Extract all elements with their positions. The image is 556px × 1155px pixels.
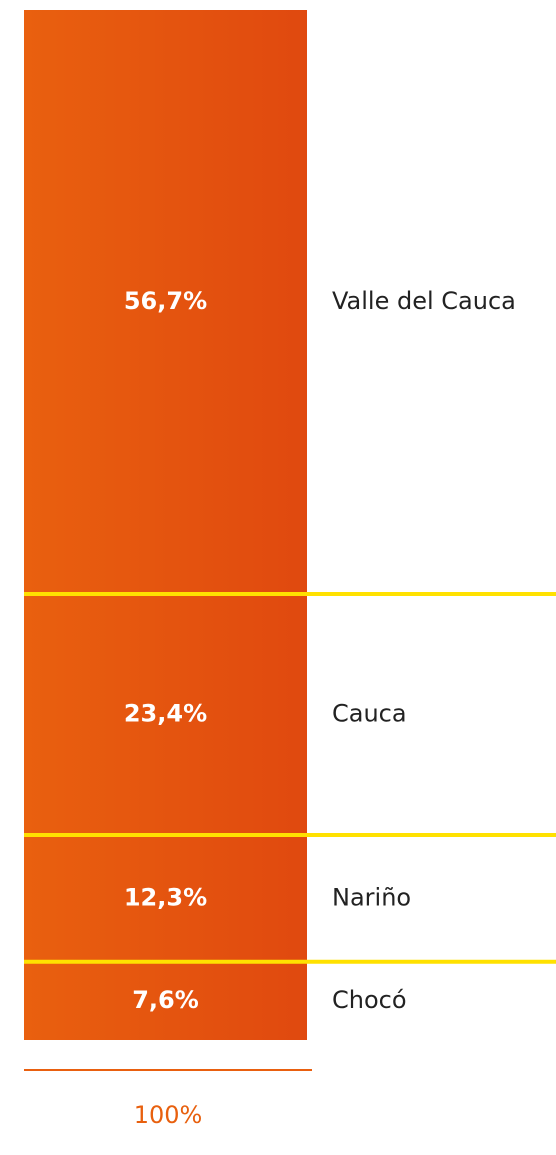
total-label: 100% <box>134 1101 203 1129</box>
bar-segment <box>24 835 307 962</box>
category-label: Chocó <box>332 986 407 1014</box>
stacked-bar <box>24 10 307 1040</box>
value-label: 23,4% <box>124 700 207 728</box>
value-label: 56,7% <box>124 287 207 315</box>
category-label: Valle del Cauca <box>332 287 516 315</box>
bar-segment <box>24 10 307 595</box>
category-label: Cauca <box>332 700 407 728</box>
value-label: 12,3% <box>124 883 207 911</box>
value-label: 7,6% <box>132 986 199 1014</box>
bar-segment <box>24 961 307 1040</box>
dividers <box>24 592 556 964</box>
labels: 56,7% Valle del Cauca 23,4% Cauca 12,3% Nariñ… <box>124 287 516 1014</box>
bar-segment <box>24 594 307 836</box>
category-label: Nariño <box>332 883 411 911</box>
